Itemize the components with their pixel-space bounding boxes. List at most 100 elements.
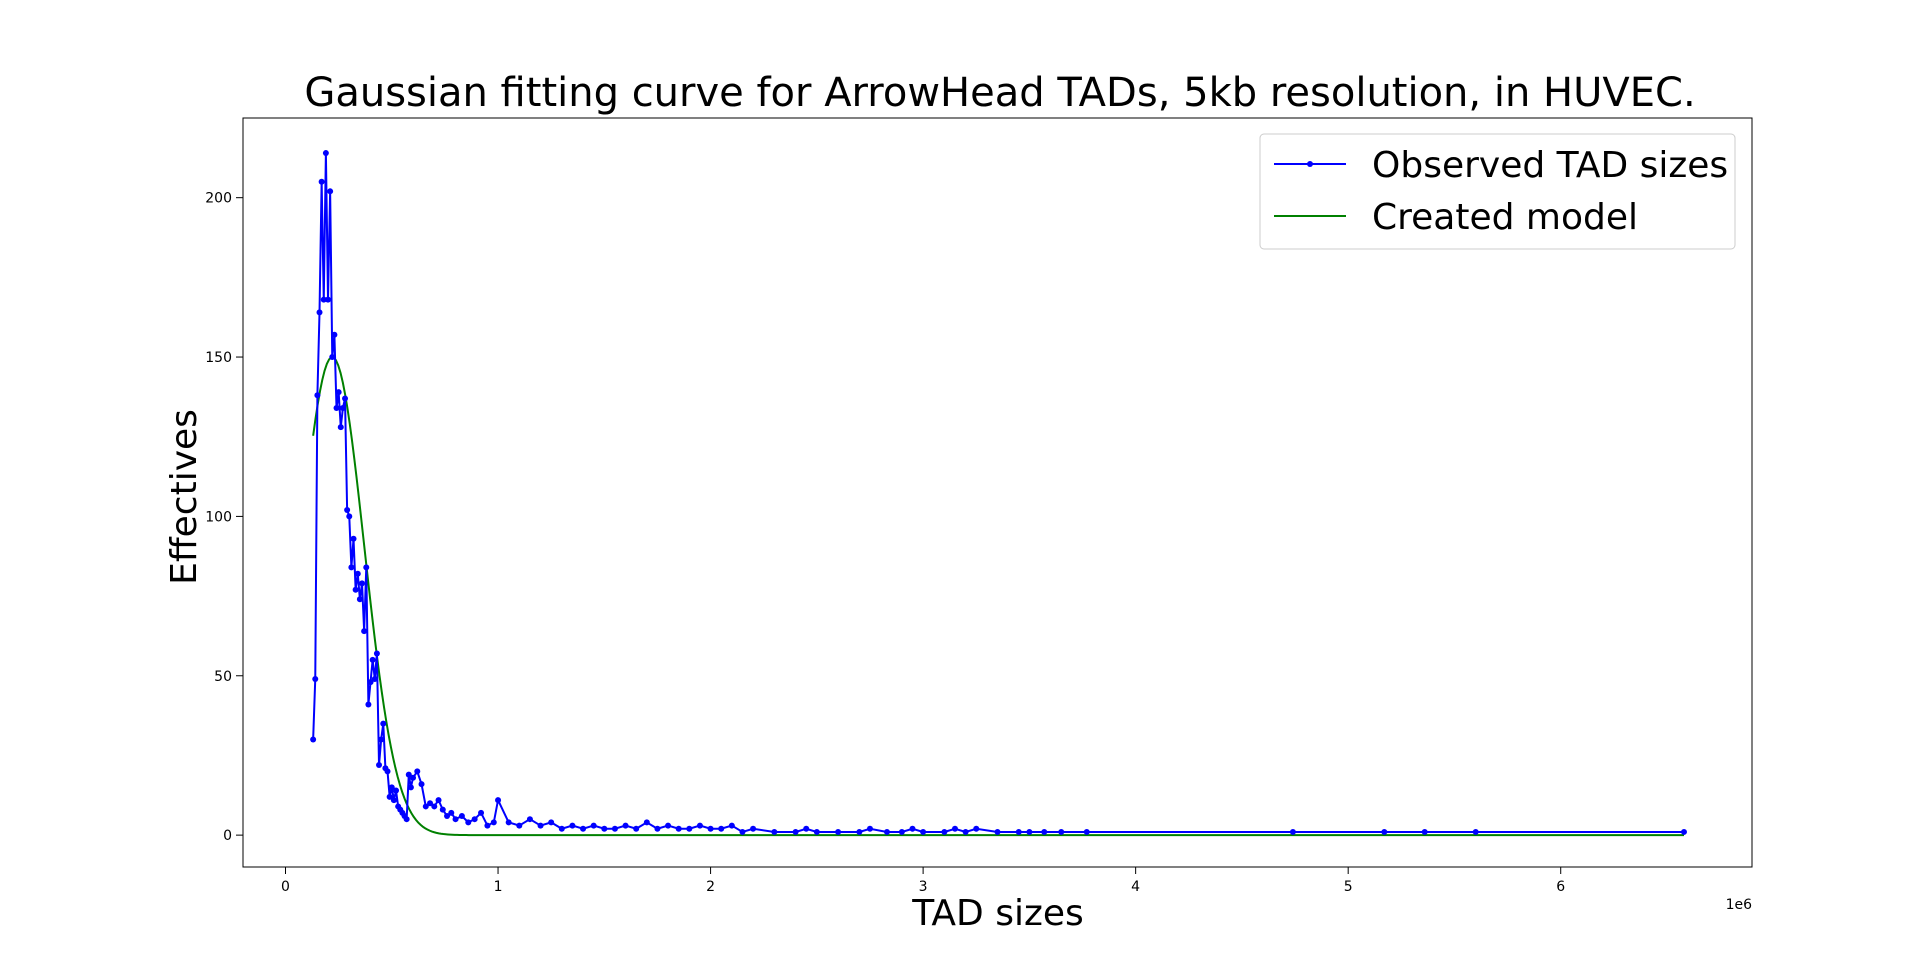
data-point-observed <box>675 825 682 832</box>
data-point-observed <box>883 828 890 835</box>
data-point-observed <box>448 809 455 816</box>
data-point-observed <box>342 395 349 402</box>
data-point-observed <box>320 296 327 303</box>
data-point-observed <box>718 825 725 832</box>
x-tick-label: 0 <box>281 879 290 895</box>
data-point-observed <box>1472 828 1479 835</box>
data-point-observed <box>367 679 374 686</box>
data-point-observed <box>388 784 395 791</box>
x-axis-label: TAD sizes <box>911 893 1084 934</box>
data-point-observed <box>335 389 342 396</box>
y-tick-label: 50 <box>214 669 232 685</box>
x-tick-label: 3 <box>919 879 928 895</box>
data-point-observed <box>331 331 338 338</box>
data-point-observed <box>325 296 332 303</box>
plot-area <box>310 150 1687 837</box>
data-point-observed <box>835 828 842 835</box>
data-point-observed <box>580 825 587 832</box>
data-point-observed <box>414 768 421 775</box>
data-point-observed <box>856 828 863 835</box>
y-tick-label: 150 <box>205 350 232 366</box>
data-point-observed <box>344 507 351 514</box>
x-tick-label: 1 <box>494 879 503 895</box>
data-point-observed <box>310 736 317 743</box>
data-point-observed <box>471 816 478 823</box>
y-axis-label: Effectives <box>164 409 205 585</box>
data-point-observed <box>350 535 357 542</box>
data-point-observed <box>339 405 346 412</box>
data-point-observed <box>356 596 363 603</box>
data-point-observed <box>337 424 344 431</box>
x-axis: 0 1 2 3 4 5 6 <box>281 867 1565 895</box>
data-point-observed <box>365 701 372 708</box>
legend-box <box>1259 133 1736 250</box>
data-point-observed <box>495 797 502 804</box>
x-tick-label: 4 <box>1131 879 1140 895</box>
data-point-observed <box>380 720 387 727</box>
data-point-observed <box>369 656 376 663</box>
data-point-observed <box>643 819 650 826</box>
data-point-observed <box>354 570 361 577</box>
legend-label-observed: Observed TAD sizes <box>1372 145 1728 186</box>
data-point-observed <box>601 825 608 832</box>
data-point-observed <box>314 392 321 399</box>
data-point-observed <box>505 819 512 826</box>
data-point-observed <box>435 797 442 804</box>
data-point-observed <box>611 825 618 832</box>
data-point-observed <box>1381 828 1388 835</box>
data-point-observed <box>526 816 533 823</box>
data-point-observed <box>452 816 459 823</box>
data-point-observed <box>393 787 400 794</box>
data-point-observed <box>318 178 325 185</box>
chart-title: Gaussian fitting curve for ArrowHead TAD… <box>304 70 1695 116</box>
data-point-observed <box>371 675 378 682</box>
data-point-observed <box>1058 828 1065 835</box>
data-point-observed <box>792 828 799 835</box>
data-point-observed <box>962 828 969 835</box>
data-point-observed <box>1289 828 1296 835</box>
data-point-observed <box>537 822 544 829</box>
data-point-observed <box>444 813 451 819</box>
x-tick-label: 2 <box>706 879 715 895</box>
data-point-observed <box>439 806 446 813</box>
y-axis: 0 50 100 150 200 <box>205 191 243 844</box>
data-point-observed <box>386 793 393 800</box>
data-point-observed <box>1026 828 1033 835</box>
data-point-observed <box>866 825 873 832</box>
data-point-observed <box>654 825 661 832</box>
data-point-observed <box>407 784 414 791</box>
data-point-observed <box>329 354 336 361</box>
data-point-observed <box>686 825 693 832</box>
y-tick-label: 100 <box>205 509 232 525</box>
data-point-observed <box>590 822 597 829</box>
data-point-observed <box>665 822 672 829</box>
data-point-observed <box>346 513 353 520</box>
data-point-observed <box>728 822 735 829</box>
data-point-observed <box>771 828 778 835</box>
legend-marker-observed <box>1307 161 1313 167</box>
data-point-observed <box>633 825 640 832</box>
data-point-observed <box>516 822 523 829</box>
data-point-observed <box>316 309 323 316</box>
data-point-observed <box>707 825 714 832</box>
data-point-observed <box>813 828 820 835</box>
data-point-observed <box>327 188 334 195</box>
x-tick-label: 6 <box>1556 879 1565 895</box>
data-point-observed <box>405 771 412 778</box>
y-tick-label: 200 <box>205 191 232 207</box>
data-point-observed <box>548 819 555 826</box>
data-point-observed <box>422 803 429 810</box>
data-point-observed <box>973 825 980 832</box>
data-point-observed <box>994 828 1001 835</box>
data-point-observed <box>348 564 355 571</box>
data-point-observed <box>361 628 368 635</box>
data-point-observed <box>1083 828 1090 835</box>
data-point-observed <box>376 762 383 769</box>
data-point-observed <box>750 825 757 832</box>
data-point-observed <box>941 828 948 835</box>
x-axis-offset-label: 1e6 <box>1726 897 1753 913</box>
data-point-observed <box>478 809 485 816</box>
data-point-observed <box>431 803 438 810</box>
data-point-observed <box>1680 828 1687 835</box>
